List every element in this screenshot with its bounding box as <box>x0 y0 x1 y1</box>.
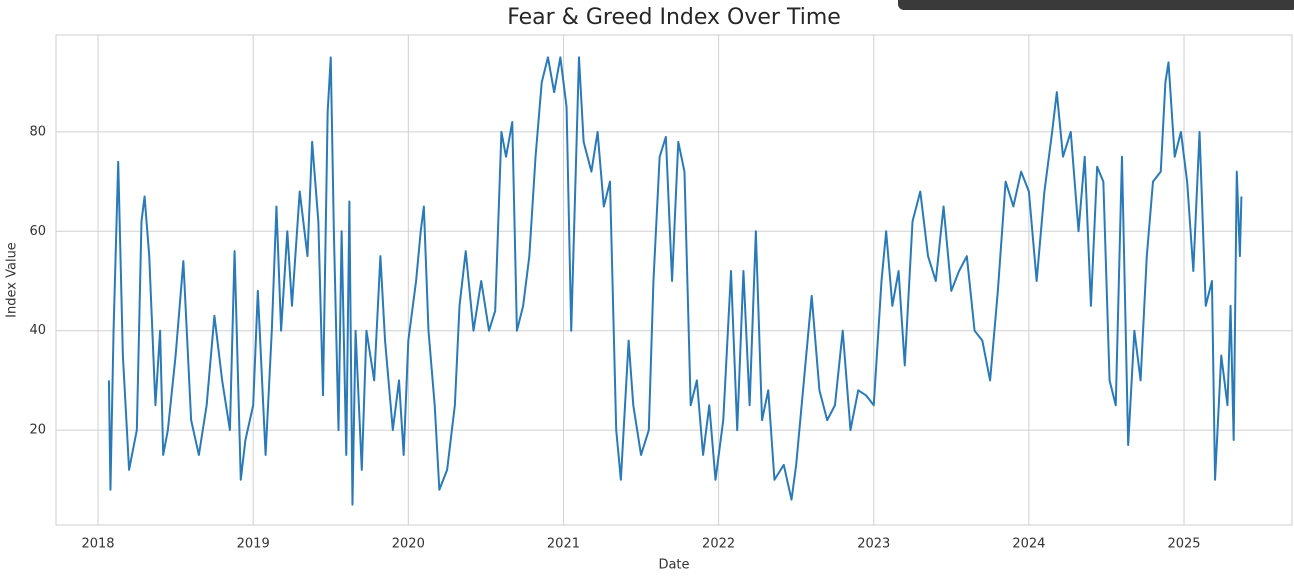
x-tick-label: 2018 <box>81 537 114 552</box>
y-axis-label: Index Value <box>5 242 20 318</box>
y-tick-label: 60 <box>29 224 46 239</box>
y-tick-label: 80 <box>29 124 46 139</box>
x-tick-label: 2020 <box>392 537 425 552</box>
x-tick-label: 2019 <box>237 537 270 552</box>
x-axis-label: Date <box>658 558 689 573</box>
y-tick-label: 20 <box>29 423 46 438</box>
x-tick-label: 2024 <box>1012 537 1045 552</box>
data-line <box>107 56 1243 506</box>
x-tick-label: 2025 <box>1167 537 1200 552</box>
chart-title: Fear & Greed Index Over Time <box>507 5 841 30</box>
x-tick-label: 2022 <box>702 537 735 552</box>
y-tick-label: 40 <box>29 323 46 338</box>
plot-frame <box>55 34 1293 526</box>
x-tick-label: 2023 <box>857 537 890 552</box>
x-tick-label: 2021 <box>547 537 580 552</box>
overlay-bar <box>898 0 1294 10</box>
